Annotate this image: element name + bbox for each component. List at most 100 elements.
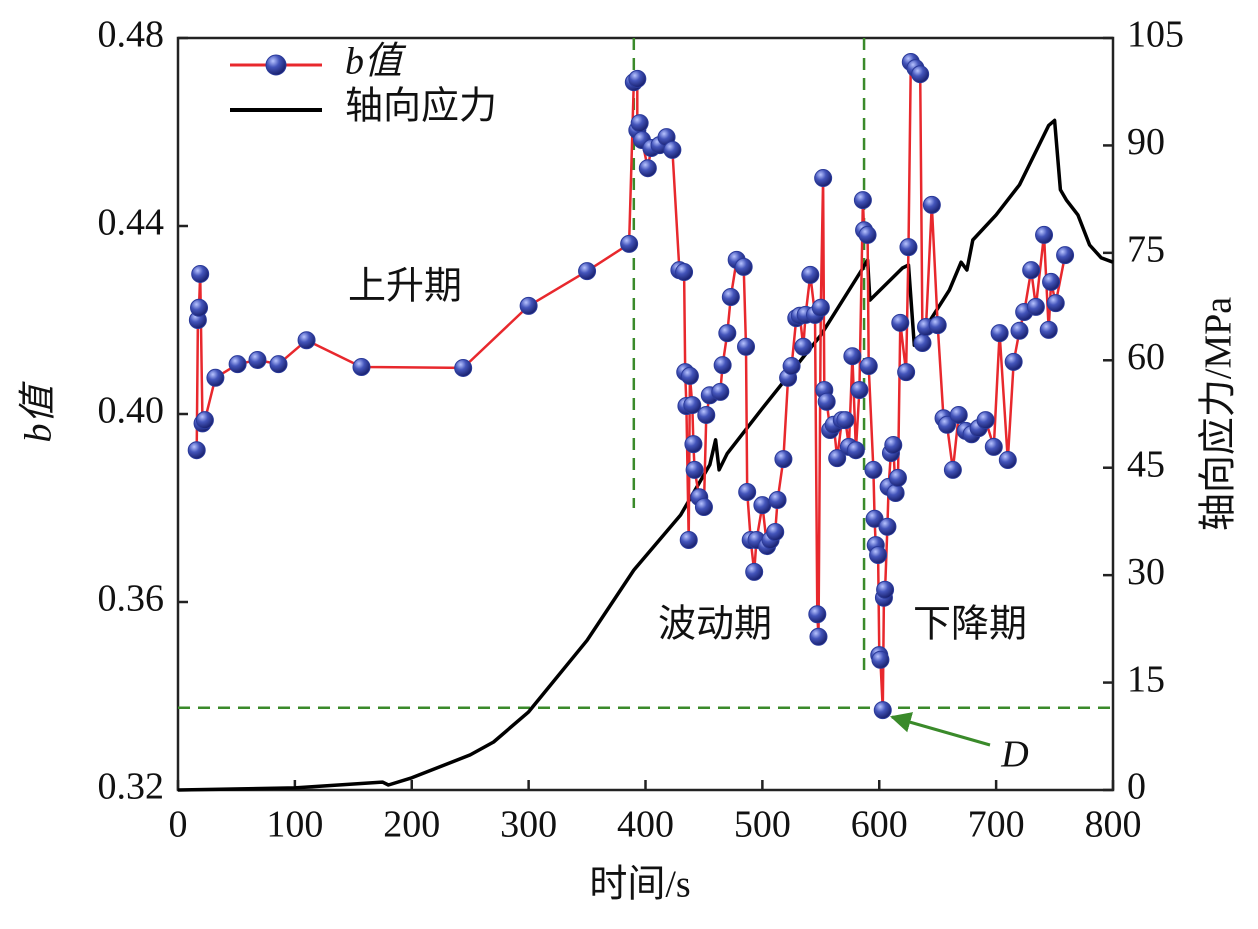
- y-axis-label: b值: [18, 381, 60, 443]
- point: [683, 396, 702, 415]
- series-line: [177, 118, 1114, 792]
- point: [774, 450, 793, 469]
- y-tick-label: 0.44: [98, 202, 165, 244]
- point: [817, 392, 836, 411]
- point: [814, 169, 833, 188]
- point: [850, 381, 869, 400]
- point: [766, 522, 785, 541]
- point: [949, 405, 968, 424]
- point: [248, 350, 267, 369]
- point: [1022, 261, 1041, 280]
- point: [578, 262, 597, 281]
- point: [191, 264, 210, 283]
- y2-tick-label: 60: [1127, 336, 1165, 378]
- point: [913, 334, 932, 353]
- y2-tick-label: 105: [1127, 14, 1184, 56]
- point: [938, 415, 957, 434]
- legend-label: b值: [345, 41, 407, 83]
- point: [454, 358, 473, 377]
- point: [943, 460, 962, 479]
- y2-axis-label: 轴向应力/MPa: [1198, 297, 1240, 531]
- point: [878, 517, 897, 536]
- point: [976, 411, 995, 430]
- x-tick-label: 700: [968, 804, 1025, 846]
- x-tick-label: 400: [617, 804, 674, 846]
- point: [782, 357, 801, 376]
- y2-tick-label: 15: [1127, 658, 1165, 700]
- point: [873, 701, 892, 720]
- point: [859, 357, 878, 376]
- point: [1042, 272, 1061, 291]
- point: [297, 331, 316, 350]
- point: [630, 114, 649, 133]
- point: [886, 483, 905, 502]
- x-tick-label: 800: [1085, 804, 1142, 846]
- point: [228, 355, 247, 374]
- point: [187, 441, 206, 460]
- point: [794, 337, 813, 356]
- point: [869, 546, 888, 564]
- point: [734, 257, 753, 276]
- point: [828, 449, 847, 468]
- point: [984, 437, 1003, 456]
- point: [858, 225, 877, 244]
- point: [876, 580, 895, 599]
- point: [745, 562, 764, 581]
- point: [620, 234, 639, 253]
- point: [846, 441, 865, 460]
- point: [809, 627, 828, 646]
- point: [1035, 225, 1054, 244]
- legend-marker: [265, 54, 287, 76]
- point: [679, 530, 698, 549]
- x-tick-label: 100: [266, 804, 323, 846]
- point: [911, 65, 930, 84]
- y2-tick-label: 75: [1127, 229, 1165, 271]
- y2-tick-label: 45: [1127, 443, 1165, 485]
- point: [808, 605, 827, 624]
- point: [871, 650, 890, 669]
- point: [843, 347, 862, 366]
- point: [195, 411, 214, 430]
- point: [628, 69, 647, 88]
- point: [685, 460, 704, 479]
- point: [884, 436, 903, 455]
- point: [897, 363, 916, 382]
- point: [1046, 294, 1065, 313]
- annotation: 下降期: [913, 604, 1027, 646]
- x-tick-label: 200: [383, 804, 440, 846]
- point: [206, 368, 225, 387]
- x-tick-label: 500: [734, 804, 791, 846]
- x-tick-label: 300: [500, 804, 557, 846]
- legend-label: 轴向应力: [345, 86, 497, 128]
- y2-tick-label: 30: [1127, 551, 1165, 593]
- point: [753, 496, 772, 515]
- point: [864, 460, 883, 479]
- point: [990, 324, 1009, 343]
- point: [680, 366, 699, 385]
- annotation: 上升期: [348, 266, 462, 308]
- point: [697, 405, 716, 424]
- y2-tick-label: 0: [1127, 766, 1146, 808]
- x-tick-label: 600: [851, 804, 908, 846]
- y-tick-label: 0.36: [98, 578, 165, 620]
- point: [1010, 321, 1029, 340]
- y2-tick-label: 90: [1127, 121, 1165, 163]
- point: [352, 358, 371, 376]
- point: [928, 316, 947, 335]
- point: [1026, 297, 1045, 316]
- annotation: D: [1000, 734, 1028, 776]
- point: [811, 298, 830, 317]
- point: [718, 324, 737, 343]
- point: [711, 382, 730, 401]
- y-tick-label: 0.32: [98, 766, 165, 808]
- point: [865, 509, 884, 528]
- point: [269, 355, 288, 374]
- point: [519, 296, 538, 315]
- point: [891, 313, 910, 332]
- point: [1039, 320, 1058, 339]
- point: [638, 159, 657, 178]
- point: [663, 140, 682, 159]
- point: [713, 356, 732, 375]
- point: [675, 263, 694, 282]
